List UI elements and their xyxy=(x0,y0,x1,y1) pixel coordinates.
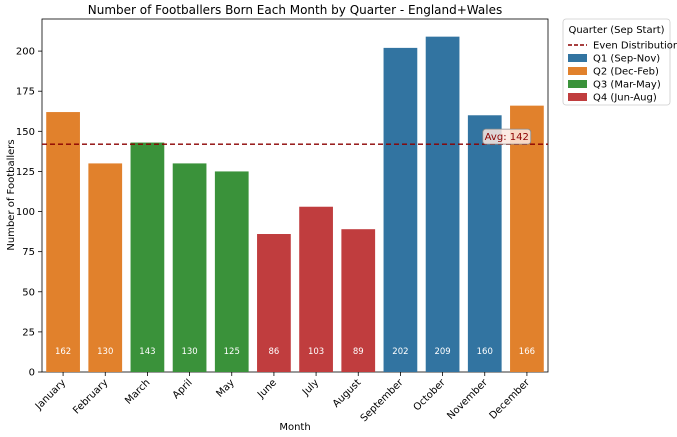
bar-june xyxy=(257,234,291,372)
legend-box xyxy=(562,18,671,106)
y-tick-label: 75 xyxy=(22,247,35,258)
legend-swatch xyxy=(568,54,587,62)
avg-annotation-box xyxy=(482,128,532,145)
bar-value-label: 86 xyxy=(269,347,280,357)
bar-value-label: 103 xyxy=(308,347,324,357)
y-tick-label: 25 xyxy=(22,327,35,338)
bar-value-label: 125 xyxy=(224,347,240,357)
bar-value-label: 202 xyxy=(392,347,408,357)
bar-october xyxy=(425,36,460,373)
y-tick-label: 0 xyxy=(29,368,35,379)
plot-frame xyxy=(41,18,549,373)
y-tick-label: 200 xyxy=(16,47,35,58)
y-axis: 0 25 50 75 100 125 150 175 200 xyxy=(16,47,42,379)
legend-entry: Q2 (Dec-Feb) xyxy=(593,67,659,78)
bar-value-label: 166 xyxy=(519,347,535,357)
bar-february xyxy=(88,163,123,372)
bar-december xyxy=(510,105,544,373)
bar-july xyxy=(299,206,333,372)
x-axis-label: Month xyxy=(279,422,310,433)
y-tick-label: 175 xyxy=(16,87,35,98)
bar-november xyxy=(467,115,502,372)
bar-may xyxy=(214,171,249,372)
y-tick-label: 125 xyxy=(16,167,35,178)
x-axis: January February March April May June July Augu… xyxy=(33,372,533,424)
y-tick-label: 150 xyxy=(16,127,35,138)
bar-value-label: 209 xyxy=(434,347,450,357)
x-tick-label: March xyxy=(123,377,152,406)
x-tick-label: February xyxy=(71,377,110,416)
x-tick-label: October xyxy=(412,377,449,414)
plot-area xyxy=(41,18,549,373)
x-tick-label: November xyxy=(445,377,490,422)
legend-swatch xyxy=(568,93,587,101)
bar-april xyxy=(172,163,207,372)
bar-march xyxy=(130,142,165,372)
x-tick-label: June xyxy=(255,377,279,401)
legend-swatch xyxy=(568,67,587,75)
legend-swatch xyxy=(568,80,587,88)
legend-entry: Q4 (Jun-Aug) xyxy=(593,93,657,104)
bars xyxy=(46,36,544,373)
x-tick-label: September xyxy=(359,377,406,424)
bar-labels: 162 130 143 130 125 86 103 89 202 209 160 166 xyxy=(55,347,535,357)
bar-value-label: 162 xyxy=(55,347,71,357)
legend-entry: Q3 (Mar-May) xyxy=(593,80,661,91)
y-tick-label: 100 xyxy=(16,207,35,218)
x-tick-label: January xyxy=(33,377,68,412)
x-tick-label: August xyxy=(331,377,364,410)
legend-entry: Even Distribution xyxy=(593,41,677,52)
legend-entry: Q1 (Sep-Nov) xyxy=(593,54,660,65)
bar-value-label: 130 xyxy=(181,347,197,357)
chart-title: Number of Footballers Born Each Month by… xyxy=(88,3,502,17)
x-tick-label: July xyxy=(300,377,321,398)
legend-title: Quarter (Sep Start) xyxy=(568,25,664,36)
y-tick-label: 50 xyxy=(22,287,35,298)
bar-january xyxy=(46,112,80,373)
avg-annotation: Avg: 142 xyxy=(485,132,529,143)
bar-value-label: 160 xyxy=(477,347,493,357)
bar-september xyxy=(383,47,418,373)
bar-august xyxy=(341,229,376,372)
bar-value-label: 89 xyxy=(353,347,364,357)
x-tick-label: April xyxy=(171,377,195,401)
x-tick-label: May xyxy=(214,377,236,399)
bar-value-label: 130 xyxy=(97,347,113,357)
bar-value-label: 143 xyxy=(139,347,155,357)
x-tick-label: December xyxy=(488,377,533,422)
legend: Quarter (Sep Start) Even Distribution Q1 (… xyxy=(562,18,677,106)
reference-line-group: Avg: 142 xyxy=(42,128,548,145)
y-axis-label: Number of Footballers xyxy=(6,139,17,250)
